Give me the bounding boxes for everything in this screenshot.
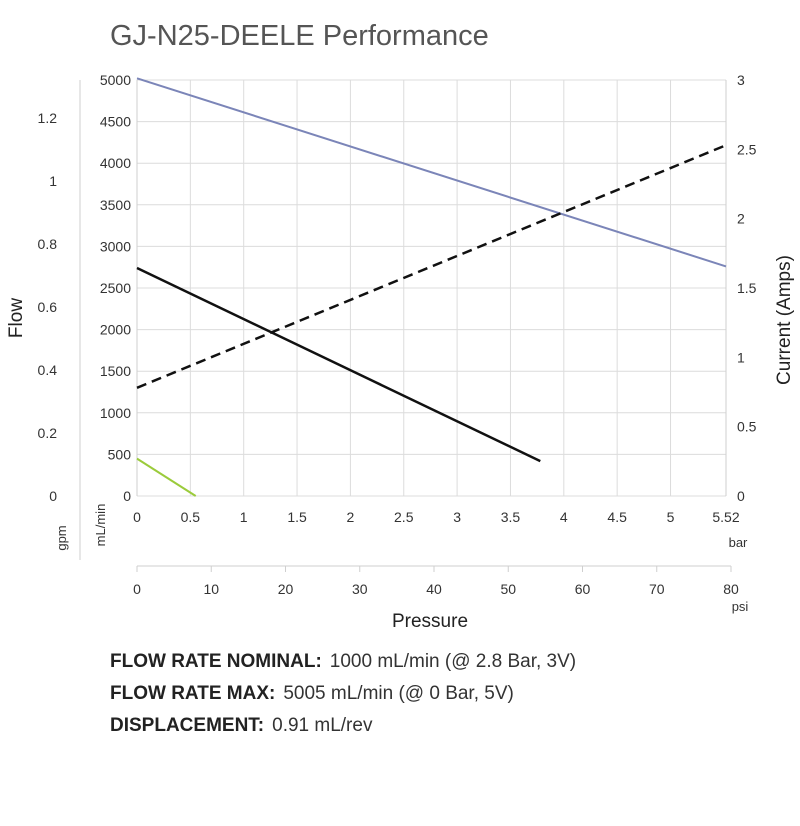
gpm-tick-label: 0 — [49, 488, 57, 504]
performance-chart: GJ-N25-DEELE Performance 050010001500200… — [6, 20, 795, 632]
spec-list: FLOW RATE NOMINAL: 1000 mL/min (@ 2.8 Bar… — [110, 646, 576, 742]
psi-tick-label: 70 — [649, 581, 665, 597]
bar-tick-label: 5 — [667, 509, 675, 525]
psi-tick-label: 80 — [723, 581, 739, 597]
psi-tick-label: 10 — [203, 581, 219, 597]
mlmin-tick-label: 3500 — [100, 197, 131, 213]
spec-label: DISPLACEMENT: — [110, 715, 265, 736]
series-lines — [136, 77, 727, 497]
psi-tick-label: 30 — [352, 581, 368, 597]
amps-tick-label: 2 — [737, 211, 745, 227]
psi-tick-label: 0 — [133, 581, 141, 597]
grid — [79, 79, 732, 572]
bar-tick-label: 0 — [133, 509, 141, 525]
mlmin-tick-label: 1500 — [100, 363, 131, 379]
mlmin-tick-label: 4500 — [100, 114, 131, 130]
psi-unit-label: psi — [732, 599, 749, 614]
gpm-unit-label: gpm — [54, 525, 69, 550]
amps-tick-label: 2.5 — [737, 141, 757, 157]
spec-value: 0.91 mL/rev — [272, 715, 373, 736]
bar-tick-label: 4.5 — [607, 509, 627, 525]
bar-tick-label: 2.5 — [394, 509, 414, 525]
spec-label: FLOW RATE NOMINAL: — [110, 651, 322, 672]
series-line-1 — [136, 77, 727, 268]
gpm-tick-label: 0.6 — [38, 299, 58, 315]
series-line-3 — [136, 457, 197, 497]
amps-tick-label: 1 — [737, 349, 745, 365]
mlmin-tick-label: 2500 — [100, 280, 131, 296]
mlmin-tick-label: 1000 — [100, 405, 131, 421]
series-line-4 — [136, 144, 727, 389]
mlmin-tick-label: 3000 — [100, 238, 131, 254]
psi-tick-label: 50 — [500, 581, 516, 597]
bar-tick-label: 1 — [240, 509, 248, 525]
bar-tick-label: 3 — [453, 509, 461, 525]
spec-label: FLOW RATE MAX: — [110, 683, 276, 704]
spec-flow-nominal: FLOW RATE NOMINAL: 1000 mL/min (@ 2.8 Bar… — [110, 646, 576, 678]
bar-unit-label: bar — [729, 535, 748, 550]
amps-tick-label: 3 — [737, 72, 745, 88]
spec-value: 5005 mL/min (@ 0 Bar, 5V) — [283, 683, 514, 704]
amps-tick-label: 1.5 — [737, 280, 757, 296]
x-axis-title: Pressure — [392, 611, 468, 632]
bar-tick-label: 3.5 — [501, 509, 521, 525]
right-axis-title: Current (Amps) — [774, 255, 795, 385]
tick-labels: 0500100015002000250030003500400045005000… — [38, 72, 757, 597]
psi-tick-label: 20 — [278, 581, 294, 597]
bar-tick-label: 4 — [560, 509, 568, 525]
gpm-tick-label: 0.4 — [38, 362, 58, 378]
amps-tick-label: 0 — [737, 488, 745, 504]
mlmin-tick-label: 0 — [123, 488, 131, 504]
gpm-tick-label: 1.2 — [38, 110, 58, 126]
left-axis-title: Flow — [6, 298, 27, 338]
mlmin-tick-label: 500 — [108, 446, 132, 462]
spec-flow-max: FLOW RATE MAX: 5005 mL/min (@ 0 Bar, 5V) — [110, 678, 576, 710]
bar-tick-label: 2 — [347, 509, 355, 525]
amps-tick-label: 0.5 — [737, 419, 757, 435]
spec-value: 1000 mL/min (@ 2.8 Bar, 3V) — [329, 651, 577, 672]
mlmin-tick-label: 5000 — [100, 72, 131, 88]
psi-tick-label: 60 — [575, 581, 591, 597]
psi-tick-label: 40 — [426, 581, 442, 597]
gpm-tick-label: 1 — [49, 173, 57, 189]
gpm-tick-label: 0.2 — [38, 425, 58, 441]
chart-title: GJ-N25-DEELE Performance — [110, 20, 489, 52]
spec-displacement: DISPLACEMENT: 0.91 mL/rev — [110, 710, 576, 742]
mlmin-tick-label: 4000 — [100, 155, 131, 171]
mlmin-unit-label: mL/min — [93, 504, 108, 547]
gpm-tick-label: 0.8 — [38, 236, 58, 252]
bar-tick-label: 0.5 — [181, 509, 201, 525]
series-line-2 — [136, 266, 541, 463]
mlmin-tick-label: 2000 — [100, 322, 131, 338]
bar-tick-label: 1.5 — [287, 509, 307, 525]
bar-tick-label: 5.52 — [712, 509, 739, 525]
